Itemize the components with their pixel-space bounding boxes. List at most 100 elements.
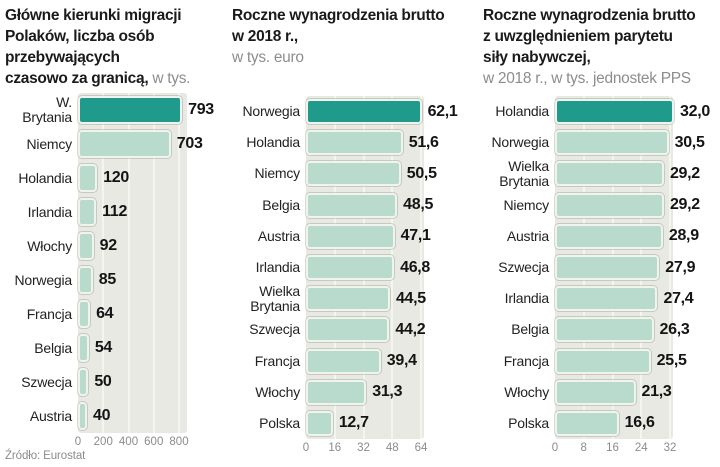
chart-plot: Norwegia 62,1 Holandia 51,6 Niemcy 50,5 Belgia… (232, 96, 482, 440)
title-line: Polaków, liczba osób (5, 28, 155, 45)
value-label: 64 (96, 305, 114, 322)
country-label: Niemcy (26, 135, 73, 152)
title-line: z uwzględnieniem parytetu (483, 28, 673, 45)
bar-wrap: 39,4 (306, 346, 417, 377)
country-label: Szwecja (498, 259, 549, 276)
axis-tick: 16 (328, 442, 342, 455)
country-label: Norwegia (14, 271, 72, 288)
bar (555, 161, 664, 187)
value-label: 29,2 (669, 196, 700, 214)
bar-wrap: 32,0 (555, 96, 710, 127)
bar (78, 334, 89, 362)
bar (306, 317, 390, 343)
bar (78, 198, 97, 226)
country-label: Holandia (495, 103, 549, 120)
country-label: Belgia (34, 339, 72, 356)
title-unit: w tys. euro (232, 49, 304, 66)
chart-row: Norwegia 85 (5, 263, 231, 297)
chart-row: Szwecja 50 (5, 365, 231, 399)
axis-tick: 48 (385, 442, 399, 455)
country-label: Wielka Brytania (499, 157, 549, 189)
value-label: 39,4 (386, 352, 417, 370)
country-label: Norwegia (242, 103, 300, 120)
bar-wrap: 50,5 (306, 158, 437, 189)
country-label: Francja (254, 352, 300, 369)
bar (78, 232, 94, 260)
chart-row: Szwecja 27,9 (483, 252, 716, 283)
country-label: Francja (26, 305, 72, 322)
source-note: Źródło: Eurostat (5, 450, 86, 462)
chart-rows: W. Brytania 793 Niemcy 703 Holandia 120 Irland… (5, 93, 231, 433)
bar-highlighted (555, 99, 674, 125)
axis-tick: 8 (580, 442, 587, 455)
country-label: Holandia (18, 169, 72, 186)
value-label: 50,5 (406, 164, 437, 182)
x-axis: 0 200 400 600 800 (5, 436, 231, 452)
axis-tick: 0 (74, 436, 82, 448)
country-label: Włochy (504, 383, 549, 400)
bar (555, 379, 636, 405)
bar-wrap: 50 (78, 365, 112, 399)
country-label: Belgia (262, 196, 300, 213)
country-label: Irlandia (27, 203, 73, 220)
bar (78, 130, 171, 158)
title-line: w 2018 r., (232, 28, 298, 45)
country-label: Niemcy (503, 196, 550, 213)
value-label: 120 (103, 169, 129, 186)
gridline (669, 96, 671, 440)
gridline (127, 93, 130, 433)
bar-wrap: 47,1 (306, 221, 431, 252)
bar (555, 317, 654, 343)
bar-wrap: 64 (78, 297, 114, 331)
bar-wrap: 44,5 (306, 283, 426, 314)
chart-rows: Norwegia 62,1 Holandia 51,6 Niemcy 50,5 Belgia… (232, 96, 482, 439)
bar (555, 410, 619, 436)
country-label: Irlandia (504, 290, 550, 307)
axis-tick: 400 (118, 436, 139, 448)
chart-row: Norwegia 30,5 (483, 127, 716, 158)
gridline (102, 93, 105, 433)
value-label: 32,0 (680, 102, 710, 120)
bar-wrap: 21,3 (555, 377, 672, 408)
bar-wrap: 29,2 (555, 158, 700, 189)
country-label: Włochy (255, 383, 300, 400)
chart-row: Irlandia 27,4 (483, 283, 716, 314)
country-label: Austria (506, 227, 549, 244)
country-label: Austria (29, 407, 72, 424)
title-line: Roczne wynagrodzenia brutto (483, 7, 696, 24)
axis-tick: 0 (551, 442, 559, 455)
bar (555, 192, 664, 218)
bar (306, 379, 367, 405)
chart-row: Belgia 54 (5, 331, 231, 365)
chart-row: Włochy 31,3 (232, 377, 482, 408)
chart-row: Austria 47,1 (232, 221, 482, 252)
gridline (152, 93, 155, 433)
title-line: przebywających (5, 49, 120, 66)
chart-title: Roczne wynagrodzenia brutto w 2018 r., w… (232, 5, 482, 93)
chart-row: Niemcy 29,2 (483, 190, 716, 221)
value-label: 26,3 (659, 320, 690, 338)
country-label: Polska (259, 414, 300, 431)
value-label: 47,1 (400, 227, 431, 245)
axis-tick: 24 (634, 442, 648, 455)
bar (555, 223, 663, 249)
chart-row: Norwegia 62,1 (232, 96, 482, 127)
bar-wrap: 27,9 (555, 252, 696, 283)
value-label: 44,5 (395, 289, 426, 307)
axis-tick: 600 (144, 436, 164, 448)
bar (306, 192, 398, 218)
bar-wrap: 12,7 (306, 408, 369, 439)
chart-row: W. Brytania 793 (5, 93, 231, 127)
chart-row: Polska 12,7 (232, 408, 482, 439)
value-label: 30,5 (674, 133, 705, 151)
value-label: 25,5 (656, 352, 687, 370)
value-label: 48,5 (403, 196, 434, 214)
value-label: 62,1 (427, 102, 458, 120)
bar-wrap: 25,5 (555, 346, 687, 377)
bar-highlighted (306, 99, 422, 125)
bar (555, 130, 669, 156)
bar-wrap: 54 (78, 331, 112, 365)
bar-wrap: 31,3 (306, 377, 402, 408)
country-label: Szwecja (21, 373, 72, 390)
axis-tick: 32 (663, 442, 677, 455)
